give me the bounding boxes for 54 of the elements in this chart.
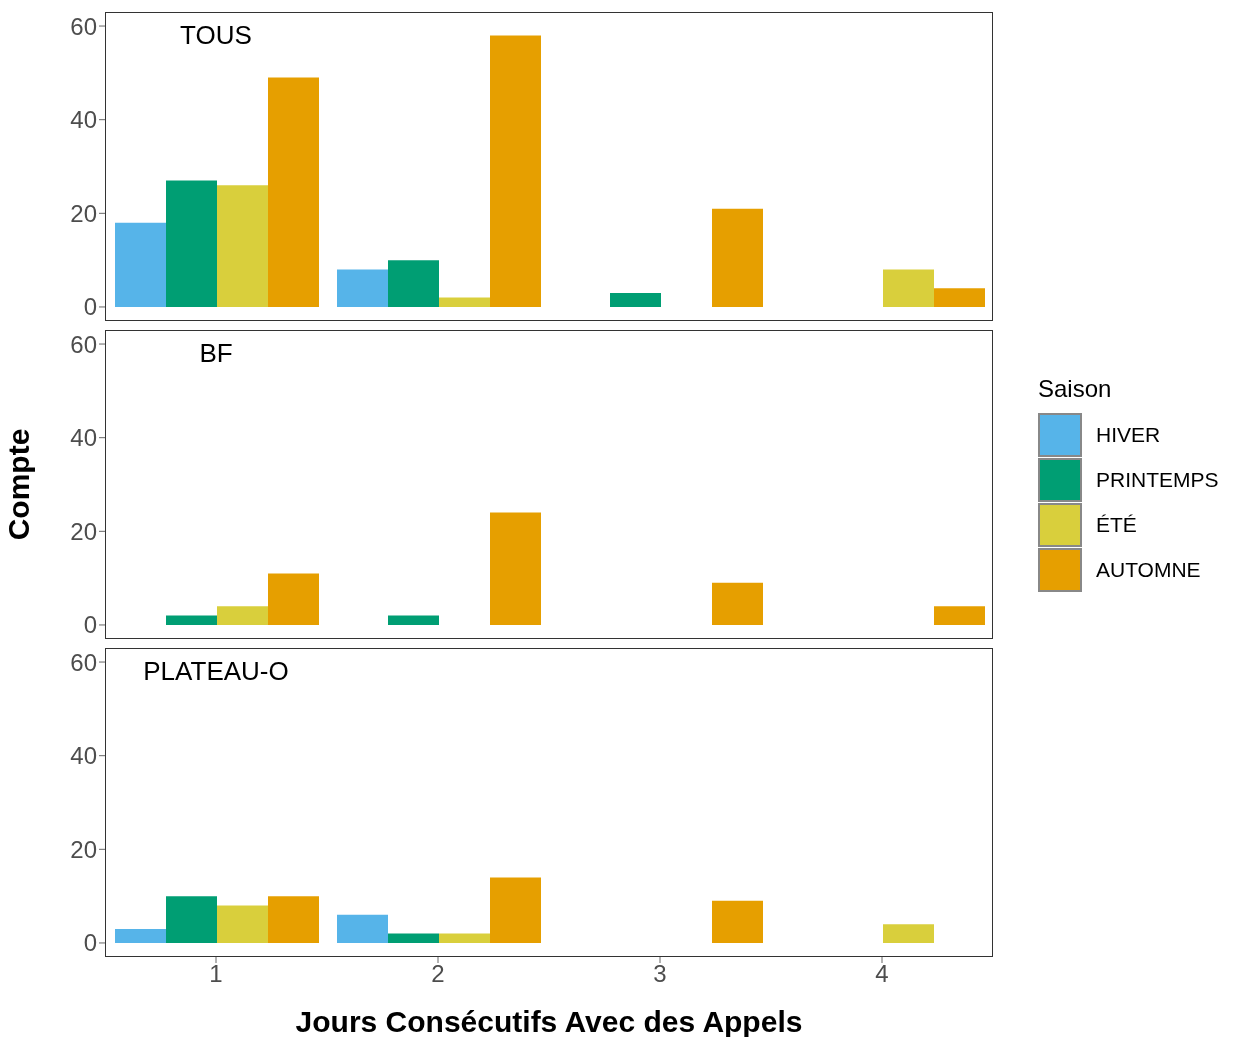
- bar: [337, 269, 388, 307]
- legend-label: ÉTÉ: [1096, 513, 1137, 537]
- bar: [388, 933, 439, 943]
- y-tick-label: 0: [83, 929, 97, 957]
- bar: [883, 924, 934, 943]
- bar: [217, 185, 268, 307]
- bar: [115, 222, 166, 307]
- bar: [712, 900, 763, 943]
- y-tick-label: 60: [70, 12, 97, 40]
- bar: [217, 606, 268, 625]
- y-tick-label: 60: [70, 330, 97, 358]
- y-tick-label: 40: [70, 106, 97, 134]
- bar: [268, 573, 319, 625]
- legend-label: AUTOMNE: [1096, 558, 1201, 582]
- y-tick-label: 60: [70, 648, 97, 676]
- x-tick-label: 1: [209, 960, 223, 988]
- bar: [337, 914, 388, 943]
- bar: [115, 928, 166, 943]
- bar: [934, 288, 985, 307]
- bar: [439, 933, 490, 943]
- bar: [490, 512, 541, 625]
- bar: [712, 582, 763, 625]
- y-tick-label: 20: [70, 199, 97, 227]
- bar: [490, 877, 541, 943]
- bar: [166, 896, 217, 943]
- legend-label: HIVER: [1096, 423, 1161, 447]
- bar: [439, 297, 490, 307]
- legend-label: PRINTEMPS: [1096, 468, 1219, 492]
- y-tick-label: 40: [70, 424, 97, 452]
- y-tick-label: 0: [83, 293, 97, 321]
- y-tick-label: 0: [83, 611, 97, 639]
- x-tick-label: 2: [431, 960, 445, 988]
- chart-title: PLATEAU-O: [142, 656, 290, 687]
- y-tick-label: 40: [70, 742, 97, 770]
- bar: [883, 269, 934, 307]
- y-tick-label: 20: [70, 835, 97, 863]
- bar: [217, 905, 268, 943]
- chart-title: BF: [198, 338, 234, 369]
- bar: [166, 615, 217, 625]
- bar: [712, 208, 763, 307]
- bar: [388, 260, 439, 307]
- bar: [388, 615, 439, 625]
- legend-title: Saison: [1038, 374, 1113, 403]
- bar: [490, 35, 541, 307]
- x-tick-label: 3: [653, 960, 667, 988]
- bar: [268, 896, 319, 943]
- bar: [166, 180, 217, 307]
- chart-title: TOUS: [179, 20, 253, 51]
- y-tick-label: 20: [70, 517, 97, 545]
- bar: [610, 292, 661, 307]
- bar: [934, 606, 985, 625]
- x-tick-label: 4: [875, 960, 889, 988]
- bar: [268, 77, 319, 307]
- y-axis-title: Compte: [1, 428, 35, 541]
